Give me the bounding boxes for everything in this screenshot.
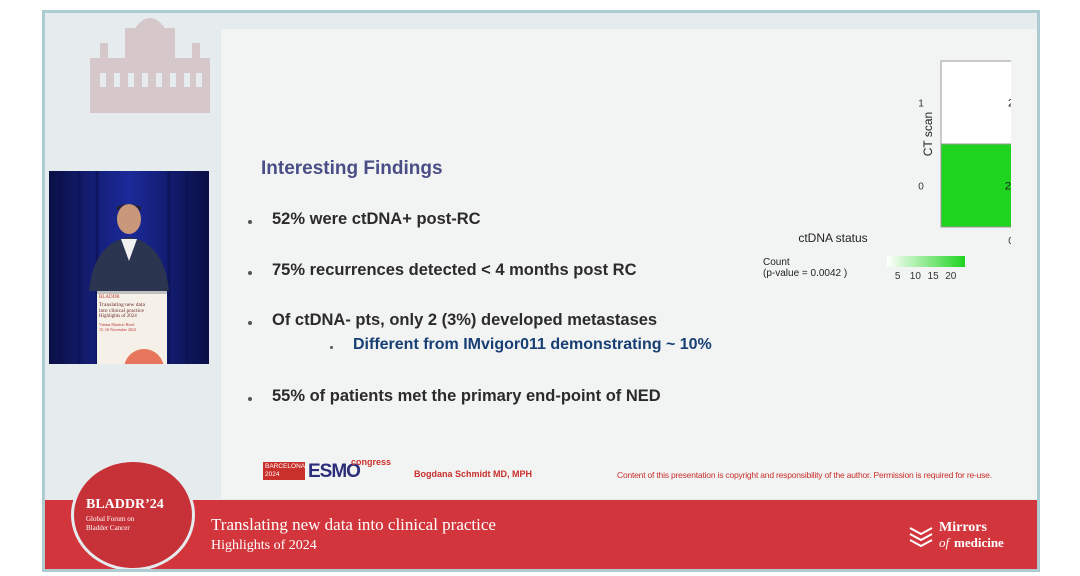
brand-mirrors: Mirrors: [939, 520, 987, 535]
badge-subtitle-1: Global Forum on: [86, 515, 135, 523]
slide-heading: Interesting Findings: [261, 158, 443, 179]
brand-of: of: [939, 535, 950, 550]
mirrors-logo-icon: [909, 527, 933, 548]
speaker-video: BLADDR Translating new data into clinica…: [49, 171, 209, 364]
podium-logo: BLADDR: [99, 295, 120, 300]
y-tick-label: 0: [918, 182, 924, 193]
bullet-item-1: 52% were ctDNA+ post-RC: [272, 210, 481, 228]
mirrors-of-medicine-logo: Mirrors of medicine: [907, 520, 1027, 556]
bullet-icon: [248, 271, 252, 275]
bullet-icon: [248, 397, 252, 401]
legend-title: Count: [763, 257, 790, 268]
podium-sign: BLADDR Translating new data into clinica…: [99, 295, 165, 332]
event-banner: Translating new data into clinical pract…: [45, 500, 1037, 569]
x-axis-label: ctDNA status: [798, 231, 867, 245]
copyright-notice: Content of this presentation is copyrigh…: [617, 470, 992, 480]
legend-tick-label: 20: [945, 271, 957, 279]
building-watermark-icon: [90, 18, 210, 113]
badge-title: BLADDR’24: [86, 497, 164, 512]
legend-colorbar: [887, 256, 965, 267]
heatmap-cell: [940, 60, 1011, 145]
x-tick-label: 0: [1008, 236, 1011, 247]
brand-medicine: medicine: [954, 535, 1004, 550]
y-axis-label: CT scan: [921, 112, 935, 156]
congress-city: BARCELONA: [265, 463, 306, 470]
legend-pvalue: (p-value = 0.0042 ): [763, 268, 847, 279]
podium-line-2: into clinical practice: [99, 308, 144, 314]
congress-suffix: congress: [351, 457, 392, 467]
legend-tick-label: 5: [895, 271, 901, 279]
heatmap-chart: 282410 0101 ctDNA status CT scan Count (…: [763, 60, 1011, 279]
heatmap-cell: [940, 143, 1011, 228]
stream-frame: Interesting Findings 52% were ctDNA+ pos…: [42, 10, 1040, 572]
podium-venue: Vienna Marriott Hotel: [99, 322, 135, 327]
bladdr-badge: BLADDR’24 Global Forum on Bladder Cancer: [71, 459, 195, 569]
author-name: Bogdana Schmidt MD, MPH: [414, 469, 533, 479]
bullet-item-3: Of ctDNA- pts, only 2 (3%) developed met…: [272, 311, 658, 329]
heatmap-cell-label: 24: [1005, 181, 1011, 193]
bullet-item-2: 75% recurrences detected < 4 months post…: [272, 261, 637, 279]
bullet-item-4: 55% of patients met the primary end-poin…: [272, 387, 661, 405]
presentation-slide: Interesting Findings 52% were ctDNA+ pos…: [221, 29, 1037, 499]
speaker-image: [49, 171, 209, 364]
sub-bullet-icon: [330, 346, 333, 349]
congress-year: 2024: [265, 471, 280, 478]
congress-city-box: BARCELONA 2024: [263, 462, 305, 480]
esmo-logo: ESMO: [308, 461, 361, 482]
legend-tick-label: 15: [928, 271, 940, 279]
bullet-icon: [248, 220, 252, 224]
podium-line-3: Highlights of 2024: [99, 314, 137, 319]
heatmap-cell-label: 2: [1008, 98, 1011, 110]
podium-dates: 15–16 November 2024: [99, 327, 136, 332]
y-tick-label: 1: [918, 99, 924, 110]
bullet-icon: [248, 321, 252, 325]
sub-bullet-item: Different from IMvigor011 demonstrating …: [353, 336, 712, 353]
banner-subtitle: Highlights of 2024: [211, 538, 317, 553]
banner-title: Translating new data into clinical pract…: [211, 515, 496, 534]
badge-subtitle-2: Bladder Cancer: [86, 524, 130, 532]
legend-tick-label: 10: [910, 271, 922, 279]
podium-circle-decoration: [124, 349, 164, 364]
podium-line-1: Translating new data: [99, 302, 145, 308]
